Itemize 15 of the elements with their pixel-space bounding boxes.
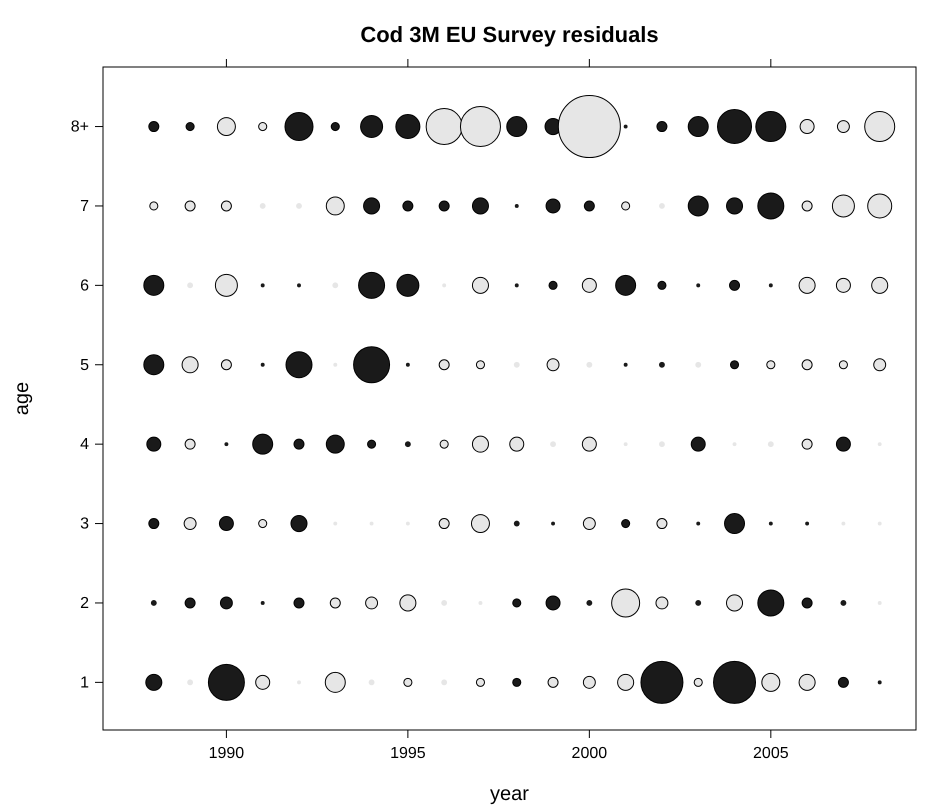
- x-tick-label: 1995: [390, 745, 426, 762]
- y-tick-label: 2: [80, 594, 90, 612]
- x-tick-label: 2000: [572, 745, 608, 762]
- x-tick-label: 1990: [208, 745, 244, 762]
- chart-title: Cod 3M EU Survey residuals: [360, 22, 659, 47]
- y-tick-label: 7: [80, 198, 90, 215]
- y-tick-label: 3: [80, 516, 90, 533]
- y-tick-label: 8+: [70, 118, 89, 136]
- y-tick-label: 6: [80, 277, 90, 294]
- x-axis-title: year: [490, 783, 530, 805]
- y-tick-label: 5: [80, 356, 90, 374]
- y-axis-title: age: [11, 382, 33, 416]
- y-tick-label: 1: [80, 674, 90, 692]
- x-tick-label: 2005: [753, 745, 789, 762]
- y-tick-label: 4: [80, 436, 90, 454]
